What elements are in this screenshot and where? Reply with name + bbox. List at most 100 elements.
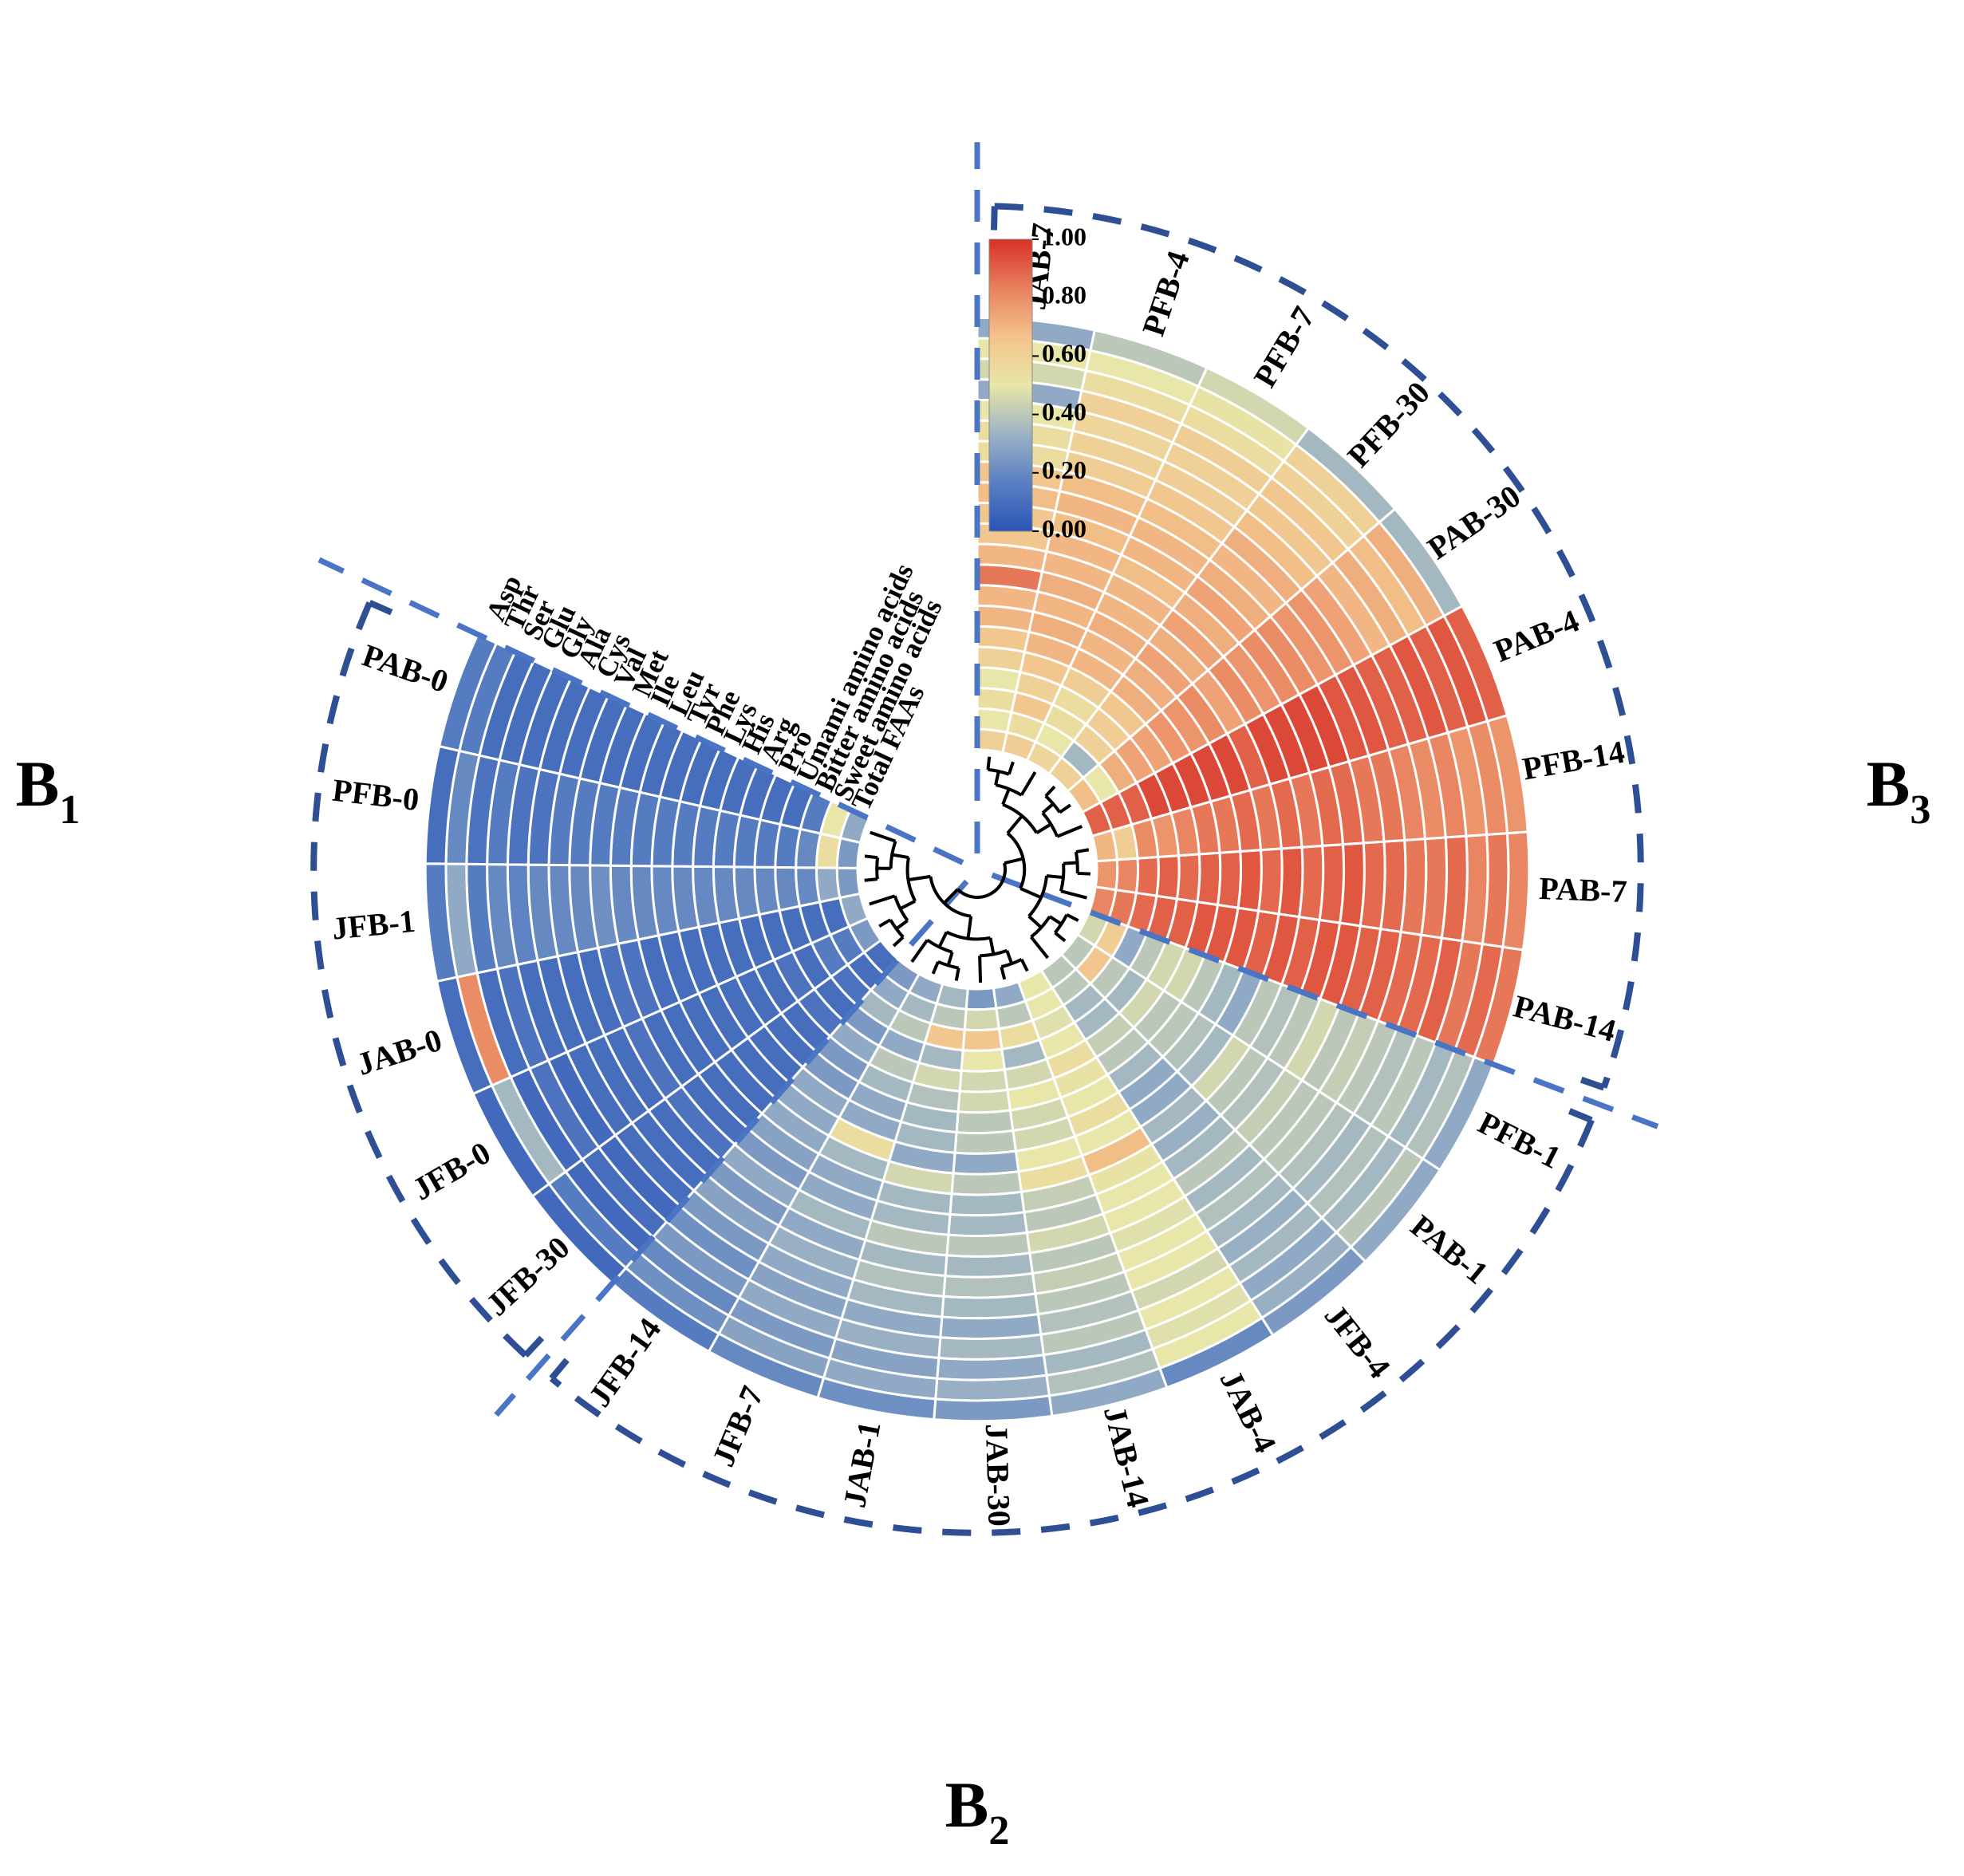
dendrogram-branch — [1063, 862, 1077, 863]
colorbar-tick-label: 0.40 — [1042, 397, 1087, 426]
dendrogram-branch — [1003, 789, 1009, 805]
dendrogram-branch — [1057, 826, 1082, 837]
sample-label: JFB-1 — [330, 903, 416, 947]
sample-label: PAB-0 — [358, 637, 453, 700]
heatmap-cell — [1238, 850, 1261, 911]
dendrogram-branch — [870, 833, 896, 841]
colorbar-tick-label: 1.00 — [1042, 222, 1087, 250]
dendrogram-branch — [1007, 951, 1012, 964]
dendrogram-branch — [1029, 916, 1042, 928]
colorbar-tick-label: 0.20 — [1042, 455, 1087, 484]
colorbar-tick-label: 0.00 — [1042, 514, 1087, 542]
heatmap-cell — [942, 1294, 1039, 1318]
heatmap-cell — [1116, 858, 1138, 893]
heatmap-cell — [964, 1008, 999, 1030]
heatmap-cell — [1136, 857, 1158, 897]
sample-label: JFB-4 — [1318, 1298, 1398, 1385]
cluster-ring-tick — [526, 1338, 542, 1355]
dendrogram-branch — [892, 855, 909, 858]
dendrogram-branch — [948, 952, 952, 966]
heatmap-cell — [944, 1273, 1035, 1298]
colorbar-tick-label: 0.60 — [1042, 339, 1087, 368]
cluster-label-sub: 1 — [59, 787, 80, 833]
dendrogram-branch — [1059, 805, 1070, 812]
dendrogram-branch — [909, 877, 931, 880]
heatmap-cell — [958, 1090, 1010, 1112]
cluster-label-sub: 3 — [1910, 787, 1930, 833]
dendrogram-branch — [1050, 916, 1062, 924]
cluster-ring-tick — [369, 603, 391, 613]
dendrogram-branch — [1021, 772, 1035, 795]
cluster-label-main: B — [16, 747, 60, 820]
sample-label: JAB-4 — [1213, 1365, 1284, 1459]
dendrogram-branch — [1061, 891, 1087, 897]
dendrogram-branch — [897, 920, 908, 928]
heatmap-cell — [1218, 852, 1241, 908]
sample-label: PAB-7 — [1538, 870, 1627, 909]
dendrogram-branch — [900, 901, 915, 909]
dendrogram-branch — [956, 968, 959, 981]
colorbar-tick-label: 0.80 — [1042, 281, 1087, 309]
cluster-ring-tick — [551, 1360, 566, 1378]
sample-label: JFB-14 — [582, 1311, 668, 1413]
cluster-label-main: B — [945, 1768, 989, 1841]
dendrogram-branch — [1001, 967, 1004, 979]
sample-label: JFB-30 — [479, 1229, 576, 1322]
colorbar — [989, 239, 1032, 531]
cluster-label: B3 — [1867, 747, 1931, 833]
cluster-ring-tick — [1581, 1080, 1603, 1088]
cluster-label: B2 — [945, 1768, 1010, 1854]
dendrogram-branch — [1009, 762, 1013, 774]
heatmap-cell — [837, 868, 860, 897]
cluster-label: B1 — [16, 747, 81, 833]
sample-label: PAB-1 — [1404, 1208, 1495, 1291]
dendrogram-branch — [893, 937, 903, 946]
dendrogram-branch — [1055, 932, 1066, 940]
heatmap-cell — [953, 1151, 1019, 1174]
heatmap-cell — [934, 1396, 1052, 1421]
heatmap-cell — [1279, 847, 1303, 916]
sample-label: PFB-0 — [330, 772, 420, 818]
dendrogram-branch — [1008, 816, 1022, 834]
sample-label: PFB-1 — [1473, 1105, 1566, 1176]
heatmap-cell — [1157, 856, 1179, 899]
heatmap-cell — [1197, 853, 1221, 905]
dendrogram-branch — [990, 938, 993, 955]
cluster-ring-tick — [994, 206, 995, 230]
dendrogram-branch — [988, 757, 989, 770]
heatmap-cell — [960, 1070, 1008, 1092]
sample-label: PFB-4 — [1135, 246, 1197, 341]
dendrogram-branch — [996, 771, 999, 785]
heatmap-cell — [1095, 860, 1117, 890]
heatmap-cell — [955, 1131, 1016, 1154]
sample-label: JAB-1 — [836, 1418, 887, 1510]
dendrogram-branch — [879, 920, 890, 926]
dendrogram-branch — [865, 856, 877, 857]
heatmap-cell — [1319, 845, 1343, 923]
dendrogram-branch — [1046, 786, 1055, 796]
sample-label: PFB-7 — [1247, 301, 1322, 394]
sample-label: PAB-4 — [1489, 602, 1583, 669]
sample-label: JAB-30 — [979, 1423, 1018, 1527]
cluster-label-sub: 2 — [988, 1808, 1009, 1854]
cluster-ring-tick — [1569, 1111, 1591, 1120]
dendrogram-branch — [1036, 824, 1051, 833]
heatmap-cell — [956, 1110, 1013, 1133]
dendrogram-branch — [1043, 804, 1053, 813]
heatmap-cell — [1177, 854, 1200, 902]
sample-label: JAB-14 — [1097, 1402, 1157, 1511]
heatmap-cell — [966, 988, 996, 1010]
dendrogram-branch — [968, 916, 971, 939]
sample-label: JFB-0 — [406, 1134, 496, 1207]
dendrogram-branch — [1031, 937, 1048, 958]
dendrogram-branch — [1004, 859, 1023, 863]
dendrogram-branch — [870, 896, 895, 904]
dendrogram-branch — [1067, 915, 1078, 920]
sample-label: PFB-14 — [1520, 734, 1627, 787]
dendrogram-branch — [1020, 889, 1041, 897]
heatmap-cell — [948, 1212, 1027, 1236]
sample-label: PAB-14 — [1510, 988, 1619, 1049]
dendrogram-branch — [1047, 876, 1063, 877]
